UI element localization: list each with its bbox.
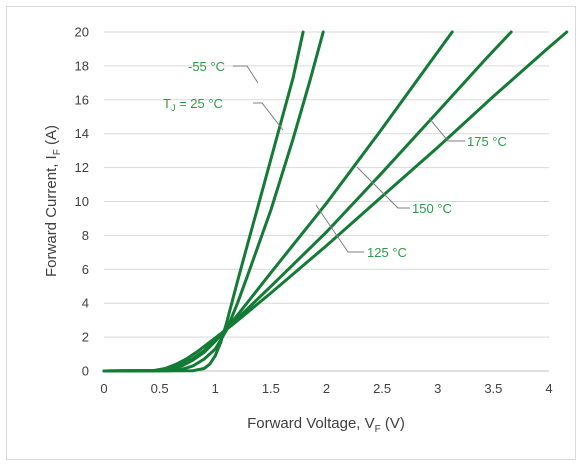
callouts: -55 °C TJ = 25 °C 125 °C 150 °C 175 °C [163, 59, 507, 260]
x-axis-title: Forward Voltage, VF (V) [247, 415, 405, 435]
callout-leader-150c [356, 166, 410, 209]
x-tick-label: 0.5 [151, 381, 169, 396]
y-tick-label: 18 [75, 58, 89, 73]
y-tick-label: 16 [75, 92, 89, 107]
y-tick-label: 0 [82, 364, 89, 379]
label-125c: 125 °C [367, 245, 407, 260]
label-175c: 175 °C [467, 134, 507, 149]
callout-leader-175c [428, 117, 465, 142]
y-tick-label: 10 [75, 194, 89, 209]
callout-leader-125c [315, 204, 364, 253]
y-tick-label: 4 [82, 296, 89, 311]
y-tick-label: 6 [82, 262, 89, 277]
y-axis-title: Forward Current, IF (A) [43, 125, 63, 277]
x-tick-label: 1.5 [262, 381, 280, 396]
label-tj25: TJ = 25 °C [163, 96, 223, 113]
x-tick-label: 4 [545, 381, 552, 396]
x-tick-label: 3 [434, 381, 441, 396]
series-lines [102, 30, 569, 373]
x-tick-label: 2.5 [373, 381, 391, 396]
y-tick-label: 2 [82, 330, 89, 345]
series-line-0 [102, 30, 305, 373]
label-150c: 150 °C [412, 201, 452, 216]
x-tick-label: 3.5 [484, 381, 502, 396]
x-tick-labels: 0 0.5 1 1.5 2 2.5 3 3.5 4 [100, 381, 552, 396]
y-tick-label: 20 [75, 25, 89, 40]
x-tick-label: 1 [212, 381, 219, 396]
callout-leader-25c [253, 102, 284, 131]
y-tick-label: 8 [82, 228, 89, 243]
x-tick-label: 0 [100, 381, 107, 396]
series-line-4 [102, 30, 569, 373]
label-m55: -55 °C [188, 59, 225, 74]
x-tick-label: 2 [323, 381, 330, 396]
y-tick-label: 12 [75, 160, 89, 175]
y-tick-label: 14 [75, 126, 89, 141]
y-tick-labels: 0 2 4 6 8 10 12 14 16 18 20 [75, 25, 89, 379]
callout-leader-m55 [233, 65, 259, 84]
